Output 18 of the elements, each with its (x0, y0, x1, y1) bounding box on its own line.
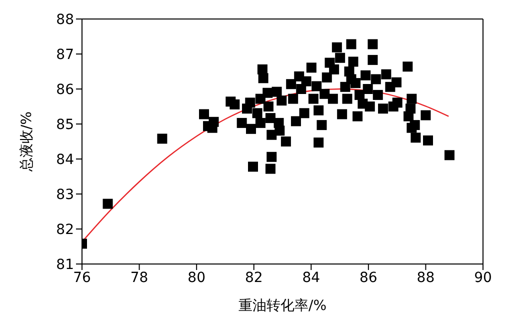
y-tick-label: 82 (56, 222, 74, 238)
x-tick-label: 78 (130, 270, 148, 286)
y-tick-label: 85 (56, 116, 74, 133)
y-tick-label: 84 (56, 152, 74, 168)
y-tick-label: 88 (56, 12, 74, 28)
x-tick-label: 82 (244, 270, 263, 286)
x-tick-label: 80 (188, 270, 206, 286)
y-tick-label: 87 (56, 46, 74, 63)
x-tick-label: 84 (302, 270, 320, 286)
x-tick-label: 76 (73, 270, 91, 286)
x-axis-title: 重油转化率/% (238, 298, 327, 314)
x-tick-label: 86 (360, 270, 378, 286)
x-tick-label: 90 (474, 270, 492, 286)
x-tick-label: 88 (416, 270, 435, 286)
y-tick-label: 81 (56, 256, 74, 273)
y-tick-label: 86 (56, 82, 74, 98)
y-tick-label: 83 (56, 186, 74, 203)
y-axis-title: 总液收/% (18, 111, 35, 173)
